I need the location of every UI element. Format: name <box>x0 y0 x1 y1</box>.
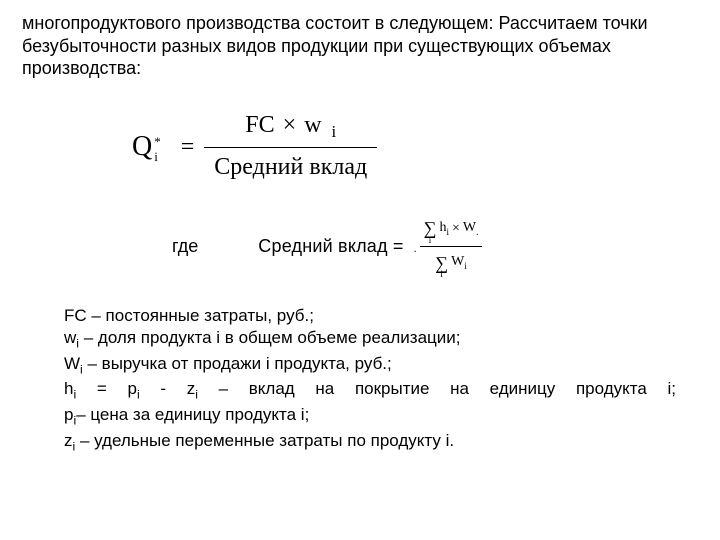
formula-lhs: Q * i <box>132 129 161 164</box>
formula-fraction: FC × w i Средний вклад <box>204 108 377 187</box>
def-hi-text: – вклад на покрытие на единицу продукта … <box>198 379 676 398</box>
def-FC: FC – постоянные затраты, руб.; <box>44 305 676 326</box>
symbol-w: w <box>304 112 321 138</box>
sym-w: w <box>64 328 76 347</box>
term-Wi: Wi <box>451 255 467 271</box>
sigma-denominator: ∑ i Wi <box>431 247 471 280</box>
symbol-Q-supsub: * i <box>154 138 161 160</box>
symbol-w-sub: i <box>332 122 337 141</box>
sym-W: W <box>64 354 80 373</box>
times-sign: × <box>283 112 297 138</box>
def-wi-text: – доля продукта i в общем объеме реализа… <box>79 328 460 347</box>
symbol-w-i: w i <box>304 112 336 138</box>
symbol-W: W <box>463 220 476 235</box>
sigma-numerator: ∑ i hi × W. <box>420 212 483 245</box>
sigma-lower-i2: i <box>440 271 443 279</box>
def-pi-text: – цена за единицу продукта i; <box>76 405 309 424</box>
def-Wi: Wi – выручка от продажи i продукта, руб.… <box>44 353 676 378</box>
sigma-lower-i: i <box>429 237 432 245</box>
sym-z: z <box>64 431 73 450</box>
symbol-star: * <box>154 136 161 147</box>
def-Wi-text: – выручка от продажи i продукта, руб.; <box>83 354 392 373</box>
avg-contribution-fraction-body: ∑ i hi × W. ∑ i <box>420 212 483 280</box>
fraction-numerator: FC × w i <box>235 108 346 148</box>
def-zi-text: – удельные переменные затраты по продукт… <box>75 431 454 450</box>
definitions-block: FC – постоянные затраты, руб.; wi – доля… <box>44 305 676 455</box>
symbol-Wden: W <box>451 254 464 269</box>
def-wi: wi – доля продукта i в общем объеме реал… <box>44 327 676 352</box>
where-row: где Средний вклад = . ∑ i hi × <box>22 212 698 280</box>
sigma-bottom: ∑ i <box>435 248 448 279</box>
symbol-h-sub: i <box>446 227 449 237</box>
eq-p: = p <box>76 379 137 398</box>
symbol-W-dot: . <box>476 227 478 237</box>
leading-dot: . <box>414 242 417 254</box>
sigma-top: ∑ i <box>424 213 437 244</box>
def-zi: zi – удельные переменные затраты по прод… <box>44 430 676 455</box>
symbol-FC: FC <box>245 112 274 138</box>
symbol-Q: Q <box>132 129 152 164</box>
avg-contribution-label: Средний вклад = <box>258 235 403 258</box>
breakeven-formula: Q * i = FC × w i Средний вклад <box>132 108 698 187</box>
symbol-Wden-sub: i <box>464 261 467 271</box>
def-hi-line1: hi = pi - zi – вклад на покрытие на един… <box>44 378 676 403</box>
def-pi: pi– цена за единицу продукта i; <box>44 404 676 429</box>
term-W: W. <box>463 221 478 237</box>
equals-sign: = <box>181 132 195 162</box>
where-label: где <box>172 235 198 258</box>
fraction-denominator: Средний вклад <box>204 148 377 186</box>
intro-paragraph: многопродуктового производства состоит в… <box>22 12 698 80</box>
symbol-i: i <box>154 151 161 162</box>
minus-z: - z <box>140 379 196 398</box>
times-sign-small: × <box>452 222 460 236</box>
term-hi: hi <box>439 221 449 237</box>
